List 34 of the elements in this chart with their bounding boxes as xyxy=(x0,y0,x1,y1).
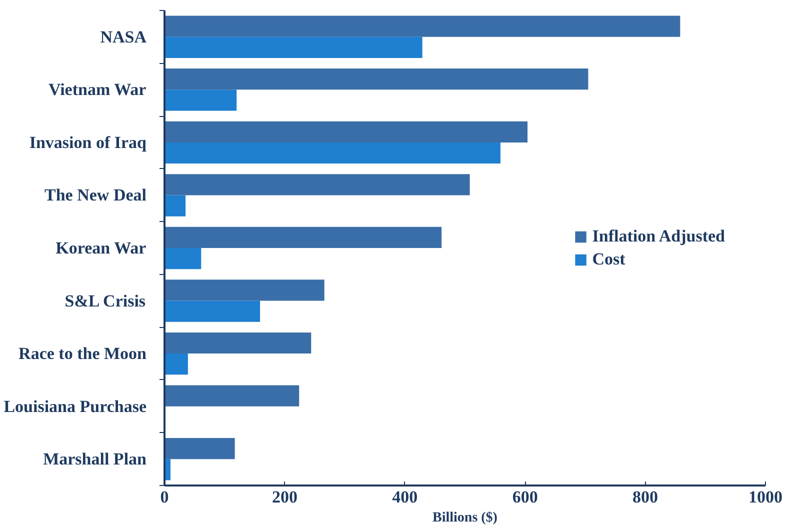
x-tick-label: 0 xyxy=(160,488,169,506)
y-tick-label: The New Deal xyxy=(44,186,147,205)
x-tick-label: 400 xyxy=(392,488,418,506)
bar xyxy=(164,354,188,375)
bar xyxy=(164,438,235,460)
y-tick-label: NASA xyxy=(100,27,148,46)
bar xyxy=(164,332,312,354)
y-tick-label: S&L Crisis xyxy=(64,291,146,310)
x-axis-title: Billions ($) xyxy=(432,510,498,526)
x-tick-label: 200 xyxy=(272,488,298,506)
bar xyxy=(164,195,186,216)
y-tick-label: Race to the Moon xyxy=(18,344,148,364)
y-tick-label: Invasion of Iraq xyxy=(29,132,148,152)
bar xyxy=(164,90,237,111)
x-tick-label: 1000 xyxy=(748,488,782,506)
bar xyxy=(164,226,442,248)
bar xyxy=(164,16,680,37)
y-tick-label: Louisiana Purchase xyxy=(4,396,147,416)
x-tick-label: 800 xyxy=(632,488,658,506)
bar xyxy=(164,385,300,406)
bar xyxy=(164,300,260,322)
y-tick-label: Vietnam War xyxy=(48,80,147,100)
legend-label: Cost xyxy=(592,249,626,269)
y-tick-label: Marshall Plan xyxy=(43,450,148,469)
legend-label: Inflation Adjusted xyxy=(592,226,725,246)
bar xyxy=(164,36,422,58)
bar xyxy=(164,68,588,90)
bar xyxy=(164,248,202,270)
x-tick-label: 600 xyxy=(512,488,538,506)
bar xyxy=(164,280,324,301)
y-tick-label: Korean War xyxy=(56,238,147,258)
bar xyxy=(164,121,528,142)
bar xyxy=(164,142,500,164)
bar xyxy=(164,174,470,196)
